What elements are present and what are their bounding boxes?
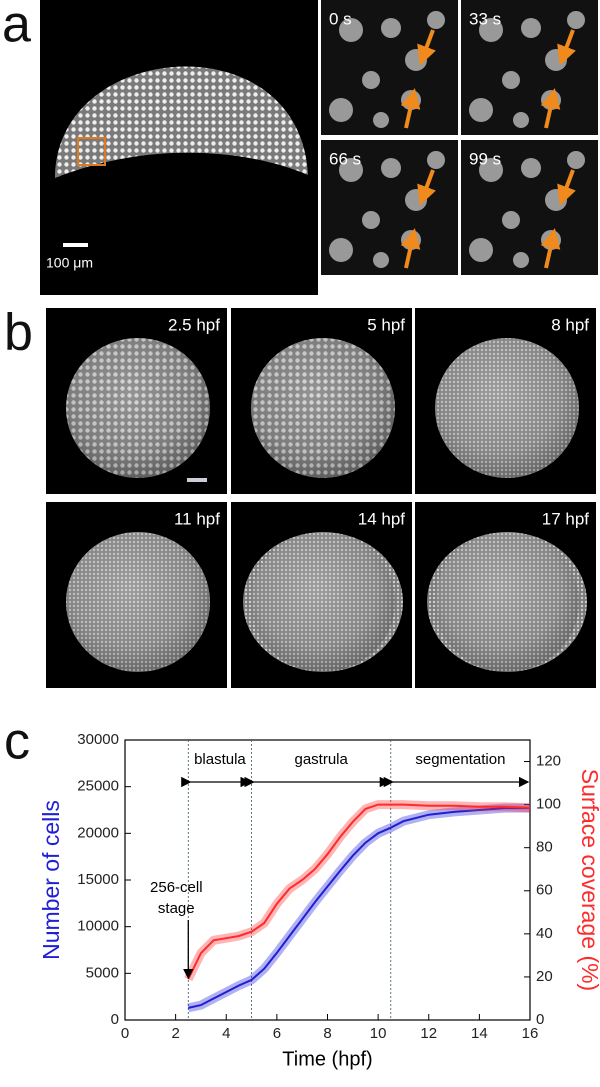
y-tick-label: 20000 xyxy=(77,824,119,841)
nucleus xyxy=(339,158,363,182)
y2-tick-label: 40 xyxy=(536,925,553,942)
y2-tick-label: 20 xyxy=(536,968,553,985)
y-tick-label: 30000 xyxy=(77,731,119,748)
x-axis-label: Time (hpf) xyxy=(282,1048,372,1070)
nucleus xyxy=(479,18,503,42)
nucleus xyxy=(362,71,380,89)
arrow xyxy=(400,88,421,129)
y-tick-label: 25000 xyxy=(77,778,119,795)
x-tick-label: 14 xyxy=(471,1025,488,1042)
y-tick-label: 15000 xyxy=(77,871,119,888)
y-tick-label: 5000 xyxy=(86,964,119,981)
frame-label: 5 hpf xyxy=(367,315,405,334)
arrow xyxy=(557,29,576,66)
annotation: 256-cell xyxy=(150,879,203,896)
nucleus xyxy=(567,151,585,169)
y2-tick-label: 0 xyxy=(536,1011,544,1028)
embryo-shade xyxy=(66,338,210,478)
scale-label: 100 μm xyxy=(46,255,93,271)
nucleus xyxy=(381,158,401,178)
embryo xyxy=(55,66,308,178)
frame-label: 99 s xyxy=(469,149,501,168)
x-tick-label: 0 xyxy=(121,1025,129,1042)
frame-label: 11 hpf xyxy=(174,509,220,528)
nucleus xyxy=(373,112,389,128)
roi-box xyxy=(77,137,106,166)
nucleus xyxy=(469,98,493,122)
frame-label: 17 hpf xyxy=(542,509,590,528)
axis-label: Surface coverage (%) xyxy=(577,769,600,991)
nucleus xyxy=(513,112,529,128)
nucleus xyxy=(339,18,363,42)
nucleus xyxy=(362,211,380,229)
embryo-shade xyxy=(251,338,395,478)
x-tick-label: 12 xyxy=(420,1025,437,1042)
embryo-shade xyxy=(66,532,210,672)
y-tick-label: 0 xyxy=(111,1011,119,1028)
nucleus xyxy=(427,11,445,29)
nucleus xyxy=(381,18,401,38)
embryo-shade xyxy=(251,532,395,672)
embryo-shade xyxy=(435,532,579,672)
nucleus xyxy=(469,238,493,262)
x-tick-label: 2 xyxy=(171,1025,179,1042)
x-tick-label: 6 xyxy=(273,1025,281,1042)
arrow xyxy=(400,228,421,269)
phase-label: gastrula xyxy=(294,751,348,768)
x-tick-label: 4 xyxy=(222,1025,230,1042)
frame-label: 66 s xyxy=(329,149,361,168)
x-tick-label: 10 xyxy=(370,1025,387,1042)
phase-label: segmentation xyxy=(415,751,505,768)
phase-label: blastula xyxy=(194,751,246,768)
panel-label: c xyxy=(4,713,30,771)
nucleus xyxy=(479,158,503,182)
arrow xyxy=(557,169,576,206)
nucleus xyxy=(373,252,389,268)
y2-tick-label: 120 xyxy=(536,753,561,770)
series-line xyxy=(188,807,530,1009)
nucleus xyxy=(521,158,541,178)
y2-tick-label: 60 xyxy=(536,882,553,899)
scale-bar xyxy=(63,243,88,247)
frame-label: 14 hpf xyxy=(358,509,406,528)
series-band xyxy=(187,803,530,1013)
nucleus xyxy=(427,151,445,169)
frame-label: 2.5 hpf xyxy=(168,315,220,334)
nucleus xyxy=(513,252,529,268)
scale-bar xyxy=(187,478,207,482)
frame-label: 8 hpf xyxy=(551,315,589,334)
embryo-shade xyxy=(435,338,579,478)
x-tick-label: 8 xyxy=(323,1025,331,1042)
y2-tick-label: 100 xyxy=(536,796,561,813)
arrow xyxy=(417,29,436,66)
annotation: stage xyxy=(158,900,195,917)
nucleus xyxy=(521,18,541,38)
nucleus xyxy=(502,211,520,229)
x-tick-label: 16 xyxy=(522,1025,539,1042)
nucleus xyxy=(567,11,585,29)
nucleus xyxy=(329,98,353,122)
nucleus xyxy=(329,238,353,262)
panel-label: b xyxy=(4,304,33,362)
frame-label: 0 s xyxy=(329,9,352,28)
panel-c: c 0 2 4 6 8 10 12 14 160500010000150002000025000… xyxy=(4,713,600,1071)
series-band xyxy=(184,800,531,982)
arrow xyxy=(540,228,561,269)
frame-label: 33 s xyxy=(469,9,501,28)
arrow xyxy=(540,88,561,129)
series-line xyxy=(187,803,531,980)
y2-tick-label: 80 xyxy=(536,839,553,856)
nucleus xyxy=(502,71,520,89)
panel-a: a 100 μm 0 s 33 s 66 s 99 s xyxy=(2,0,598,295)
arrow xyxy=(417,169,436,206)
axis-label: Number of cells xyxy=(38,800,64,960)
panel-b: b 2.5 hpf 5 hpf 8 hpf 11 hpf 14 hpf 17 hpf xyxy=(4,304,596,688)
y-tick-label: 10000 xyxy=(77,918,119,935)
panel-label: a xyxy=(2,0,31,54)
